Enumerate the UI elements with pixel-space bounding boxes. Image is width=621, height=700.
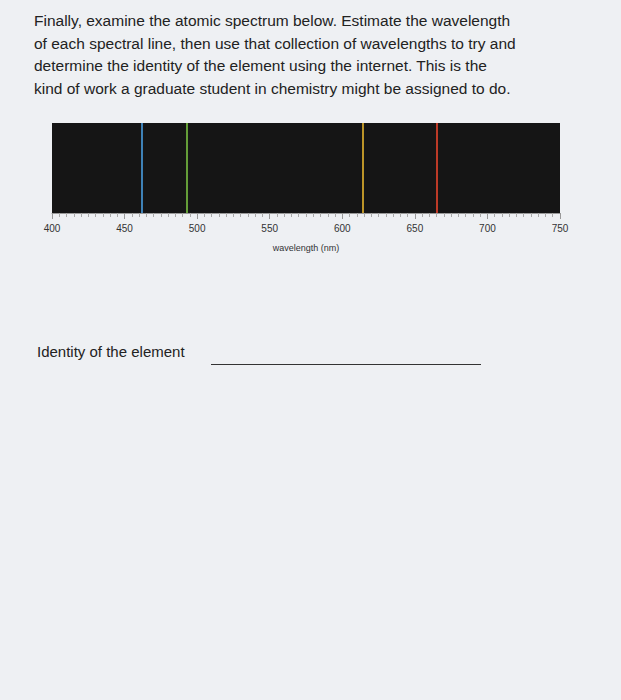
svg-text:600: 600 — [334, 223, 351, 234]
svg-text:650: 650 — [407, 223, 424, 234]
svg-text:700: 700 — [479, 223, 496, 234]
svg-text:550: 550 — [261, 223, 278, 234]
svg-text:450: 450 — [116, 223, 133, 234]
svg-text:500: 500 — [189, 223, 206, 234]
html-text:of each spectral line, then us: of each spectral line, then use that col… — [34, 34, 516, 52]
svg-text:400: 400 — [44, 223, 61, 234]
svg-text:750: 750 — [552, 223, 569, 234]
html-text:Identity of the element: Identity of the element — [37, 343, 185, 360]
html-text:determine the identity of the: determine the identity of the element us… — [34, 57, 487, 74]
svg-text:wavelength (nm): wavelength (nm) — [272, 243, 340, 253]
html-text:Finally, examine the atomic sp: Finally, examine the atomic spectrum bel… — [34, 12, 511, 29]
html-text:kind of work a graduate studen: kind of work a graduate student in chemi… — [34, 79, 511, 97]
